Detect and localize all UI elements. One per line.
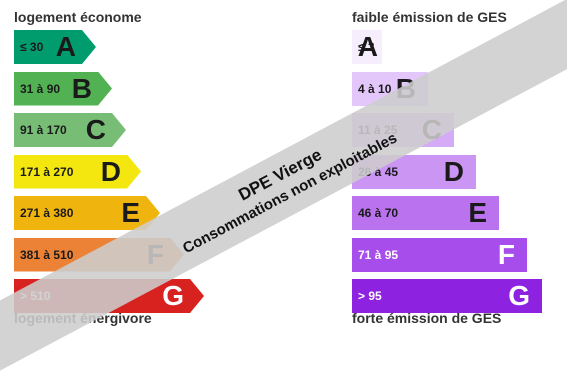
energy-class-letter: A: [55, 31, 76, 62]
ges-range-label: > 95: [358, 289, 382, 303]
ges-class-letter: G: [508, 280, 530, 311]
energy-class-letter: G: [162, 280, 184, 311]
energy-range-label: ≤ 30: [20, 40, 44, 54]
ges-class-letter: A: [357, 31, 378, 62]
energy-range-label: 91 à 170: [20, 123, 67, 137]
ges-header: faible émission de GES: [352, 9, 507, 25]
ges-class-letter: D: [443, 155, 464, 187]
energy-header: logement économe: [14, 9, 142, 25]
ges-range-label: 71 à 95: [358, 247, 399, 262]
energy-range-label: 31 à 90: [20, 81, 61, 96]
energy-range-label: 271 à 380: [20, 206, 74, 220]
energy-class-c: 91 à 170 C: [14, 113, 126, 147]
energy-class-a: ≤ 30 A: [14, 30, 96, 64]
energy-range-label: 171 à 270: [20, 164, 74, 179]
energy-class-d: 171 à 270 D: [14, 155, 141, 189]
ges-class-letter: E: [468, 197, 487, 228]
energy-range-label: 381 à 510: [20, 247, 74, 262]
ges-range-label: ≤ 3: [358, 40, 375, 54]
ges-class-f: 71 à 95 F: [352, 237, 527, 272]
ges-range-label: 46 à 70: [358, 206, 399, 220]
ges-class-letter: F: [497, 238, 515, 270]
energy-class-letter: D: [100, 155, 121, 187]
energy-class-letter: B: [71, 72, 92, 104]
energy-class-b: 31 à 90 B: [14, 72, 112, 106]
ges-range-label: 4 à 10: [358, 81, 392, 96]
ges-footer: forte émission de GES: [352, 310, 502, 326]
energy-class-letter: E: [121, 197, 140, 228]
ges-class-e: 46 à 70 E: [352, 196, 499, 230]
energy-class-e: 271 à 380 E: [14, 196, 160, 230]
energy-class-letter: C: [85, 114, 106, 145]
ges-class-g: > 95 G: [352, 279, 542, 313]
